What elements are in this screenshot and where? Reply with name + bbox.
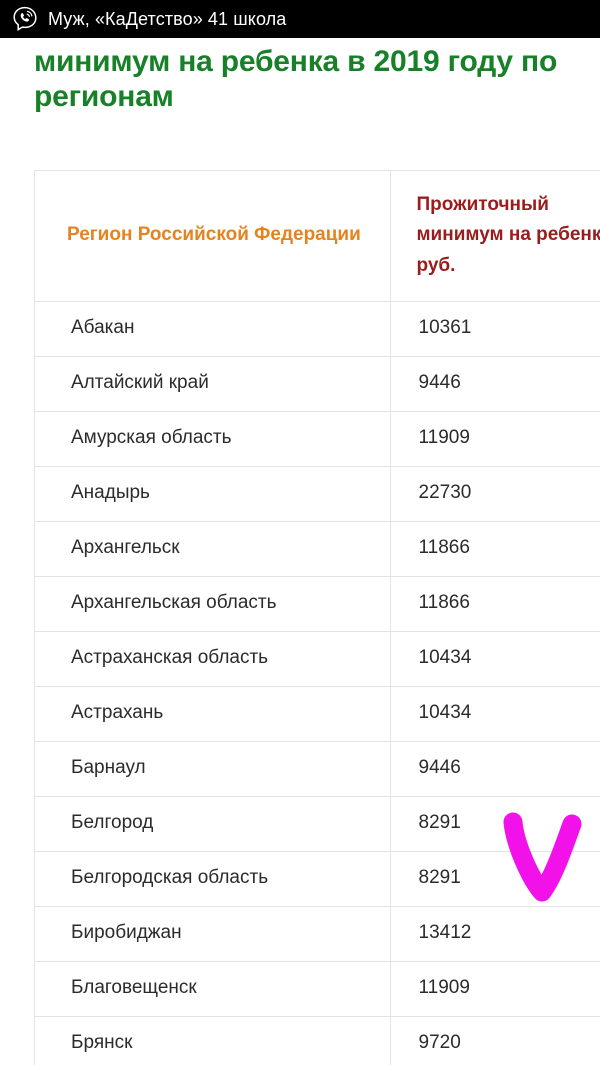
cell-region: Амурская область [35,411,391,467]
table-head: Регион Российской Федерации Прожиточный … [35,171,600,302]
cell-region: Благовещенск [35,961,391,1017]
table-row: Белгородская область 8291 [35,851,600,907]
cell-value: 11866 [390,521,600,577]
cost-of-living-table: Регион Российской Федерации Прожиточный … [35,171,600,1065]
table-row: Архангельск 11866 [35,521,600,577]
cell-region: Архангельск [35,521,391,577]
cost-of-living-table-wrapper: Регион Российской Федерации Прожиточный … [34,170,600,1065]
article-content: минимум на ребенка в 2019 году по регион… [0,38,600,115]
table-row: Брянск 9720 [35,1016,600,1065]
table-row: Абакан 10361 [35,301,600,357]
table-row: Барнаул 9446 [35,741,600,797]
cell-value: 8291 [390,851,600,907]
cell-value: 11909 [390,961,600,1017]
column-header-region: Регион Российской Федерации [35,171,391,302]
cell-region: Архангельская область [35,576,391,632]
cell-value: 9720 [390,1016,600,1065]
table-row: Биробиджан 13412 [35,906,600,962]
cell-region: Брянск [35,1016,391,1065]
table-header-row: Регион Российской Федерации Прожиточный … [35,171,600,302]
cell-value: 9446 [390,741,600,797]
table-row: Анадырь 22730 [35,466,600,522]
viber-icon[interactable] [12,6,38,32]
notification-statusbar[interactable]: Муж, «КаДетство» 41 школа [0,0,600,38]
cell-region: Астрахань [35,686,391,742]
cell-region: Астраханская область [35,631,391,687]
cell-region: Белгородская область [35,851,391,907]
cell-value: 22730 [390,466,600,522]
cell-value: 13412 [390,906,600,962]
table-body: Абакан 10361 Алтайский край 9446 Амурская об… [35,301,600,1065]
cell-value: 8291 [390,796,600,852]
page-title: минимум на ребенка в 2019 году по регион… [34,45,558,114]
table-row: Астрахань 10434 [35,686,600,742]
table-row: Благовещенск 11909 [35,961,600,1017]
cell-value: 11909 [390,411,600,467]
cell-value: 11866 [390,576,600,632]
table-row: Алтайский край 9446 [35,356,600,412]
table-row: Астраханская область 10434 [35,631,600,687]
cell-region: Анадырь [35,466,391,522]
cell-value: 10434 [390,631,600,687]
table-row: Амурская область 11909 [35,411,600,467]
cell-region: Белгород [35,796,391,852]
cell-region: Биробиджан [35,906,391,962]
notification-title: Муж, «КаДетство» 41 школа [48,9,287,29]
column-header-value: Прожиточный минимум на ребенка, руб. [390,171,600,302]
cell-region: Алтайский край [35,356,391,412]
cell-region: Барнаул [35,741,391,797]
cell-value: 9446 [390,356,600,412]
cell-region: Абакан [35,301,391,357]
cell-value: 10434 [390,686,600,742]
table-row: Архангельская область 11866 [35,576,600,632]
cell-value: 10361 [390,301,600,357]
table-row: Белгород 8291 [35,796,600,852]
